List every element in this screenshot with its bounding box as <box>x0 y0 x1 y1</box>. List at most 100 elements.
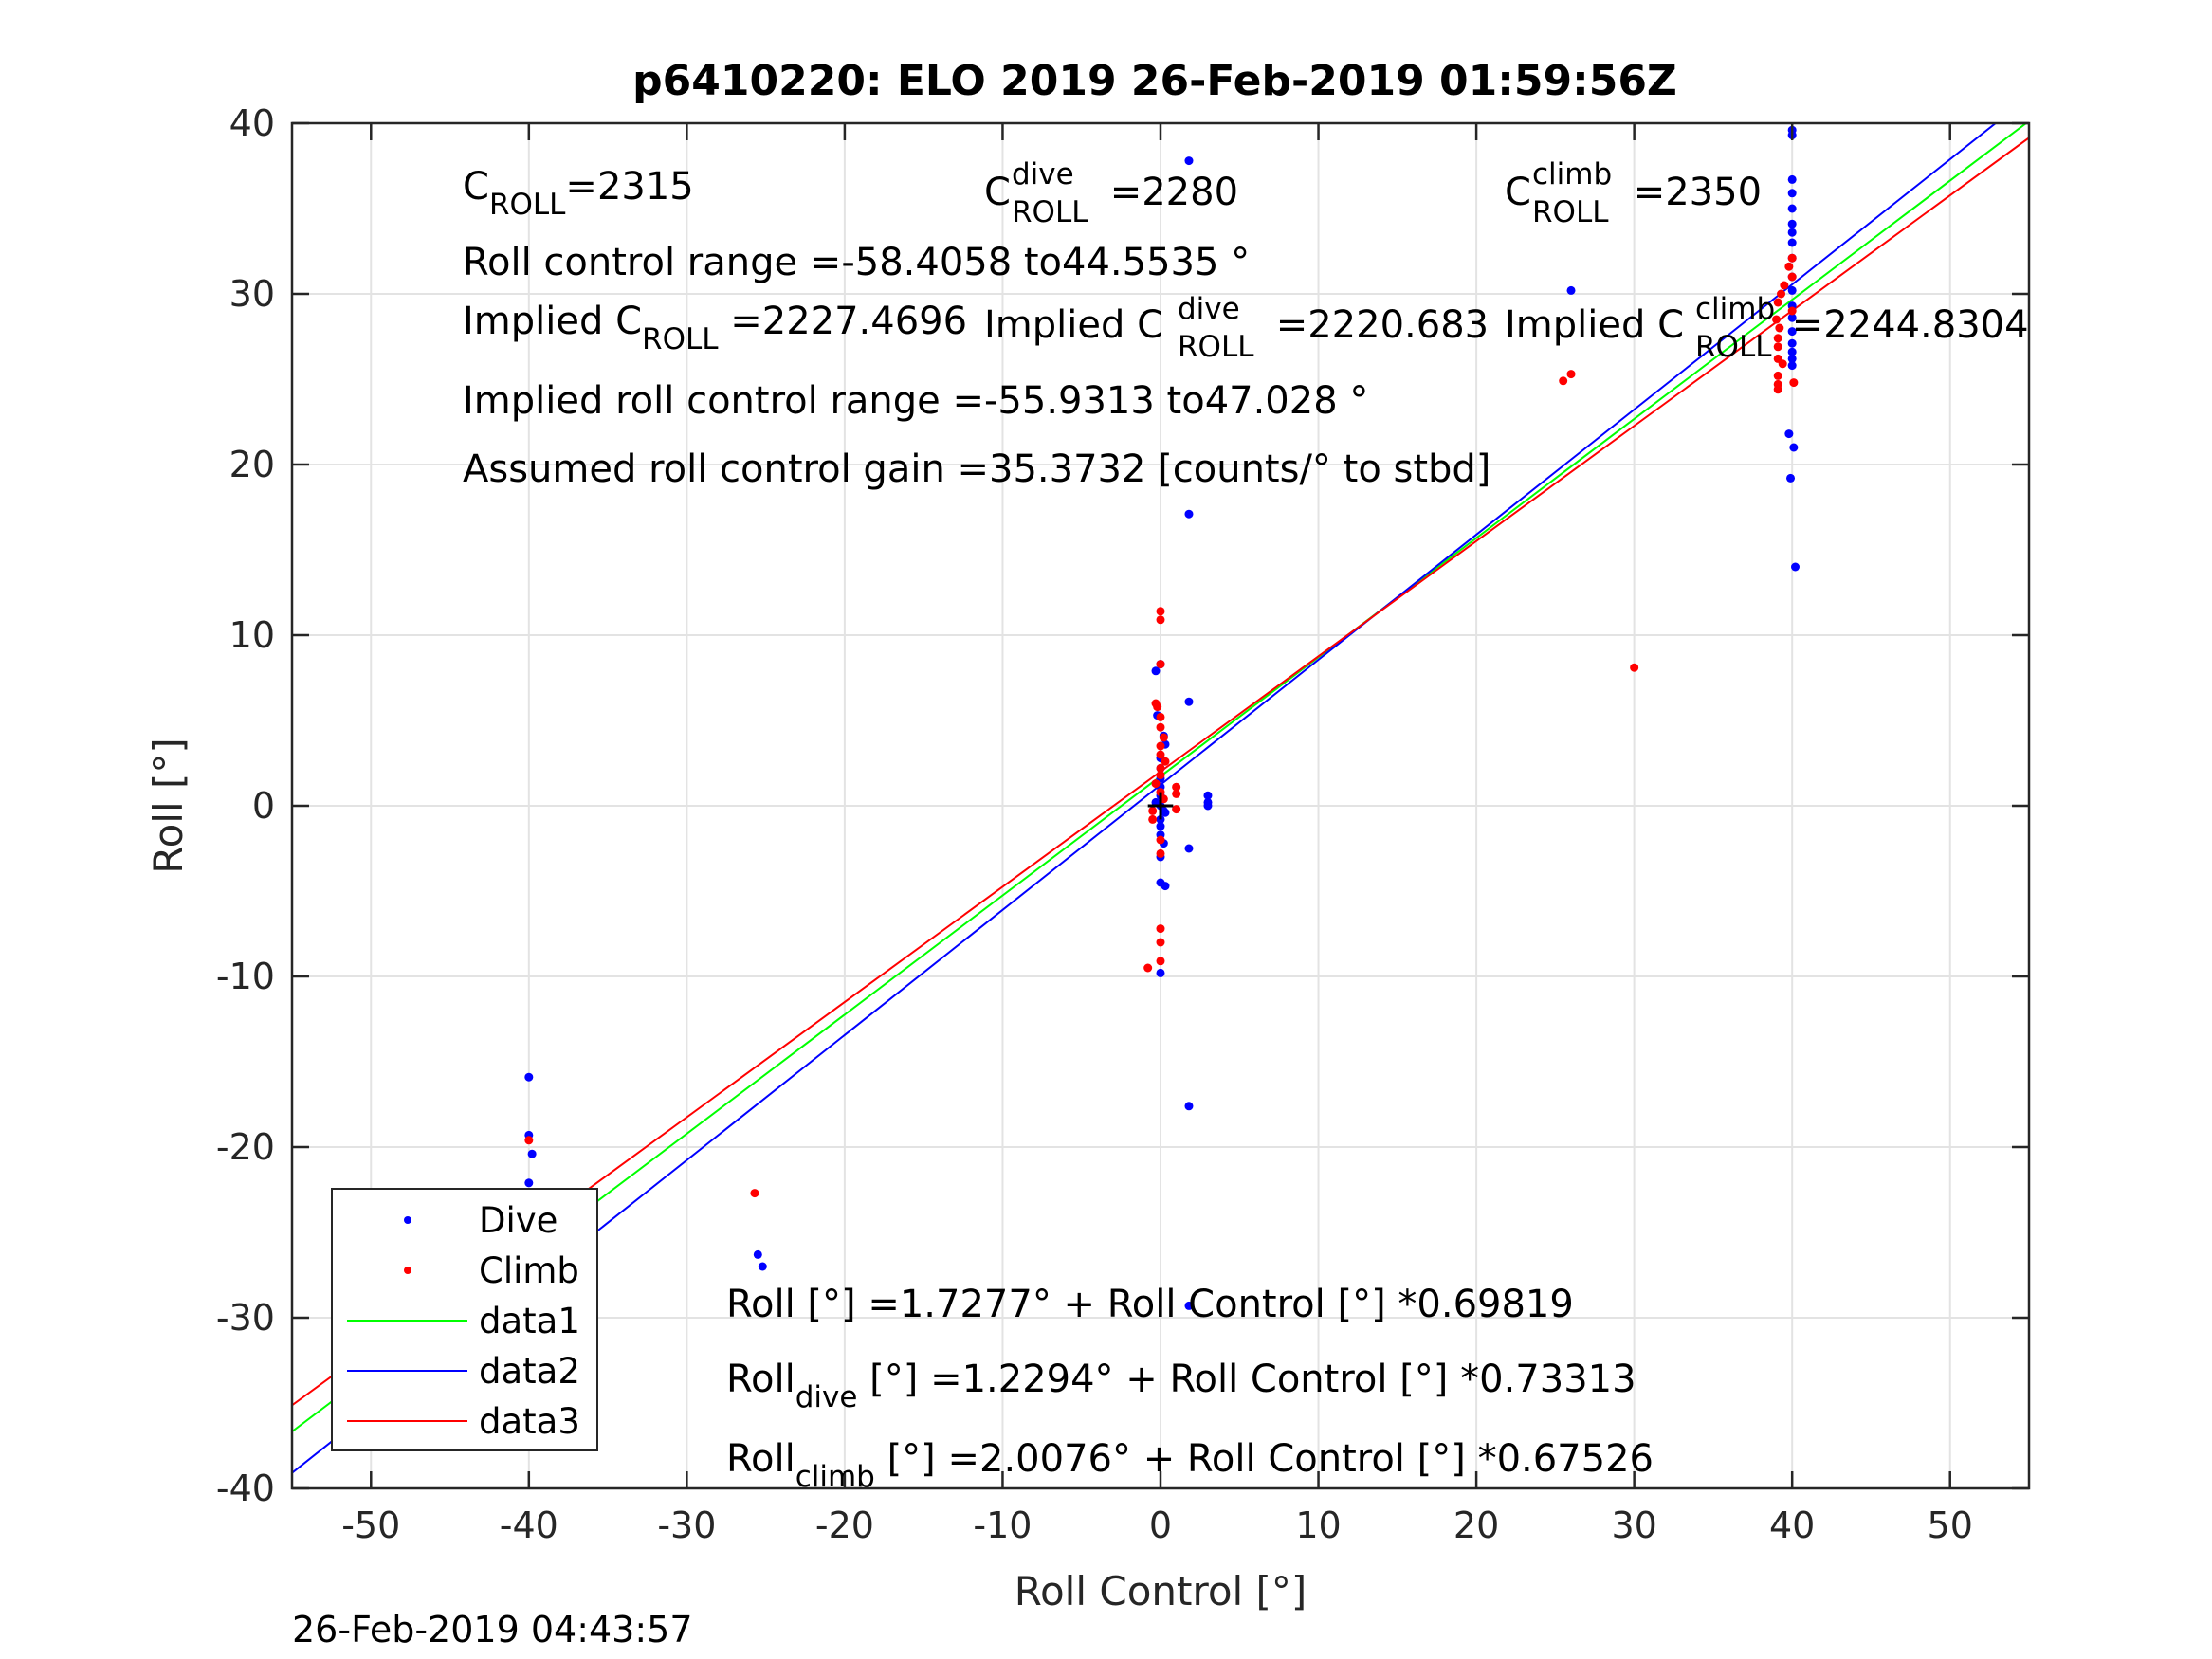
point-climb <box>1153 702 1162 712</box>
point-climb <box>1789 378 1799 388</box>
point-dive <box>753 1249 762 1259</box>
point-dive <box>1184 697 1194 706</box>
point-climb <box>1159 733 1168 742</box>
point-dive <box>1151 666 1161 676</box>
point-climb <box>1156 712 1165 721</box>
y-tick-label: 30 <box>229 273 275 315</box>
point-dive <box>758 1262 767 1271</box>
point-climb <box>1780 281 1789 290</box>
x-tick-label: 20 <box>1453 1504 1499 1546</box>
point-climb <box>1156 763 1165 773</box>
point-climb <box>1156 924 1165 934</box>
point-climb <box>1156 660 1165 669</box>
legend-climb-label: Climb <box>479 1250 579 1291</box>
c-roll-text: CROLL=2315 <box>463 165 694 222</box>
legend-climb-marker <box>404 1267 411 1274</box>
x-tick-label: 30 <box>1611 1504 1656 1546</box>
point-dive <box>1161 882 1170 891</box>
point-dive <box>1787 285 1797 295</box>
point-climb <box>1156 938 1165 947</box>
x-tick-label: 0 <box>1149 1504 1172 1546</box>
point-dive <box>1791 562 1801 572</box>
point-dive <box>1784 429 1794 439</box>
axis-ticks: -50 -40 -30 -20 -10 0 10 20 30 40 50 -40 -30 -20 -10 0 1… <box>216 102 2029 1546</box>
point-climb <box>1172 789 1181 798</box>
legend-data2-label: data2 <box>479 1351 580 1392</box>
point-climb <box>1559 376 1568 386</box>
point-climb <box>1156 771 1165 780</box>
y-axis-label: Roll [°] <box>145 738 192 873</box>
point-dive <box>1789 443 1799 452</box>
legend-dive-label: Dive <box>479 1200 558 1241</box>
legend: Dive Climb data1 data2 data3 <box>331 1188 598 1451</box>
implied-roll-control-range-text: Implied roll control range =-55.9313 to4… <box>463 379 1368 423</box>
point-climb <box>1772 315 1782 324</box>
point-climb <box>1566 370 1576 379</box>
point-dive <box>1203 801 1213 811</box>
x-axis-label: Roll Control [°] <box>1015 1568 1307 1614</box>
fit-climb-text: Rollclimb [°] =2.0076° + Roll Control [°… <box>726 1437 1654 1494</box>
x-tick-label: -40 <box>500 1504 558 1546</box>
point-climb <box>1773 334 1782 343</box>
legend-data1-label: data1 <box>479 1301 580 1341</box>
y-tick-label: 10 <box>229 614 275 656</box>
point-dive <box>1184 844 1194 853</box>
point-dive <box>1787 347 1797 356</box>
assumed-gain-text: Assumed roll control gain =35.3732 [coun… <box>463 447 1490 491</box>
reference-marker <box>1147 792 1174 820</box>
point-dive <box>524 1072 534 1082</box>
point-dive <box>1184 1301 1194 1310</box>
x-tick-label: -10 <box>973 1504 1032 1546</box>
point-climb <box>1156 835 1165 845</box>
roll-control-range-text: Roll control range =-58.4058 to44.5535 ° <box>463 241 1250 284</box>
c-roll-climb-text: Cclimb ROLL =2350 <box>1505 157 1762 229</box>
point-dive <box>1184 1102 1194 1111</box>
point-dive <box>1161 808 1170 817</box>
chart-title: p6410220: ELO 2019 26-Feb-2019 01:59:56Z <box>632 57 1677 105</box>
y-tick-label: -30 <box>216 1297 275 1339</box>
point-climb <box>524 1136 534 1145</box>
point-climb <box>1156 722 1165 732</box>
point-climb <box>1151 779 1161 789</box>
point-climb <box>1773 371 1782 380</box>
point-climb <box>1143 963 1153 973</box>
legend-data3-label: data3 <box>479 1401 580 1442</box>
point-climb <box>750 1189 759 1198</box>
point-climb <box>1773 385 1782 394</box>
y-tick-label: -20 <box>216 1126 275 1168</box>
point-climb <box>1148 814 1158 824</box>
point-dive <box>1156 968 1165 977</box>
point-climb <box>1172 782 1181 792</box>
point-climb <box>1787 306 1797 316</box>
x-tick-label: -50 <box>341 1504 400 1546</box>
point-climb <box>1156 615 1165 625</box>
x-tick-label: -20 <box>815 1504 874 1546</box>
point-climb <box>1156 957 1165 966</box>
y-tick-label: -10 <box>216 956 275 997</box>
point-dive <box>1184 509 1194 519</box>
point-climb <box>1172 805 1181 814</box>
point-dive <box>1787 354 1797 363</box>
point-dive <box>1786 473 1796 483</box>
y-tick-label: -40 <box>216 1468 275 1509</box>
point-climb <box>1784 262 1794 271</box>
point-dive <box>1184 156 1194 166</box>
point-climb <box>1156 741 1165 751</box>
x-tick-label: 50 <box>1928 1504 1973 1546</box>
point-climb <box>1148 806 1158 815</box>
point-climb <box>1773 298 1782 307</box>
y-tick-label: 20 <box>229 444 275 485</box>
point-dive <box>1787 219 1797 228</box>
point-dive <box>1787 361 1797 371</box>
x-tick-label: -30 <box>657 1504 716 1546</box>
point-dive <box>1787 327 1797 337</box>
point-dive <box>1787 313 1797 322</box>
point-climb <box>1777 289 1786 299</box>
point-dive <box>1787 189 1797 198</box>
fit-dive-text: Rolldive [°] =1.2294° + Roll Control [°]… <box>726 1358 1636 1414</box>
c-roll-dive-text: Cdive ROLL =2280 <box>984 157 1238 229</box>
point-dive <box>1787 338 1797 348</box>
